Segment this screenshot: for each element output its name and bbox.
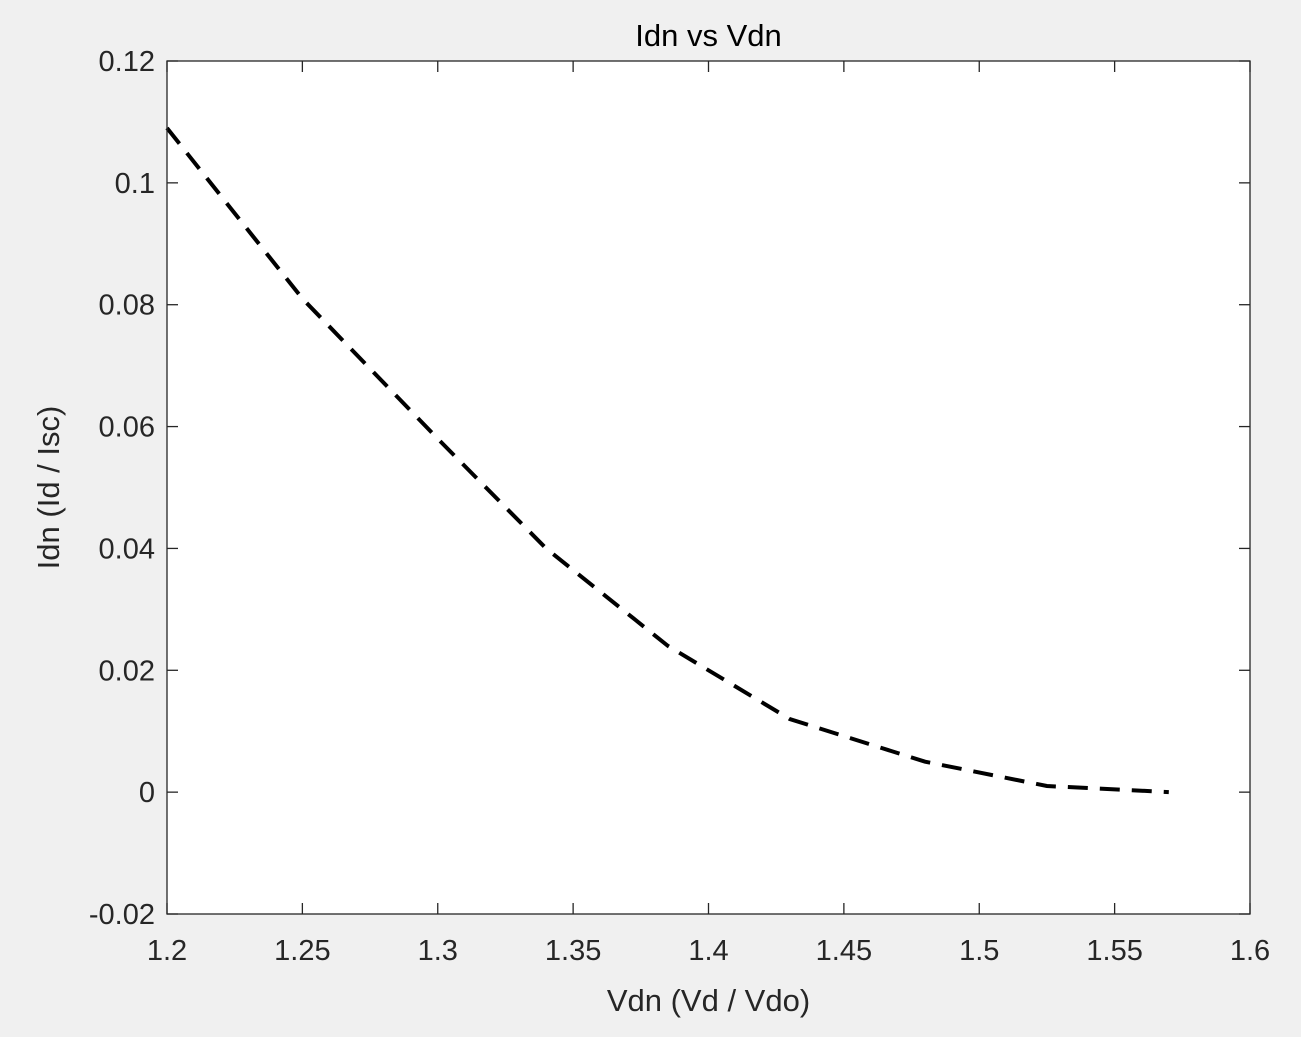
chart-title: Idn vs Vdn <box>635 18 781 53</box>
y-tick-label: 0.06 <box>99 412 155 444</box>
axes-box <box>166 60 1251 915</box>
x-tick-label: 1.35 <box>545 935 601 967</box>
y-tick-label: 0.02 <box>99 655 155 687</box>
y-tick-label: 0.08 <box>99 290 155 322</box>
y-tick-label: 0 <box>139 777 155 809</box>
x-tick-label: 1.55 <box>1086 935 1142 967</box>
series-line-idn <box>165 126 1169 795</box>
x-tick-labels: 1.2 1.25 1.3 1.35 1.4 1.45 1.5 1.55 1.6 <box>147 935 1270 967</box>
x-tick-label: 1.45 <box>816 935 872 967</box>
y-tick-label: 0.04 <box>99 533 155 565</box>
x-axis-title: Vdn (Vd / Vdo) <box>607 983 810 1018</box>
x-tick-label: 1.3 <box>418 935 458 967</box>
x-tick-label: 1.4 <box>688 935 728 967</box>
x-tick-label: 1.5 <box>959 935 999 967</box>
y-axis-title: Idn (Id / Isc) <box>31 406 66 570</box>
y-tick-label: -0.02 <box>89 899 155 931</box>
plot-area <box>167 61 1250 914</box>
series-layer <box>165 126 1169 795</box>
x-tick-label: 1.25 <box>274 935 330 967</box>
y-tick-label: 0.1 <box>115 168 155 200</box>
x-tick-label: 1.2 <box>147 935 187 967</box>
x-tick-label: 1.6 <box>1230 935 1270 967</box>
y-tick-labels: -0.02 0 0.02 0.04 0.06 0.08 0.1 0.12 <box>89 46 155 931</box>
y-tick-label: 0.12 <box>99 46 155 78</box>
